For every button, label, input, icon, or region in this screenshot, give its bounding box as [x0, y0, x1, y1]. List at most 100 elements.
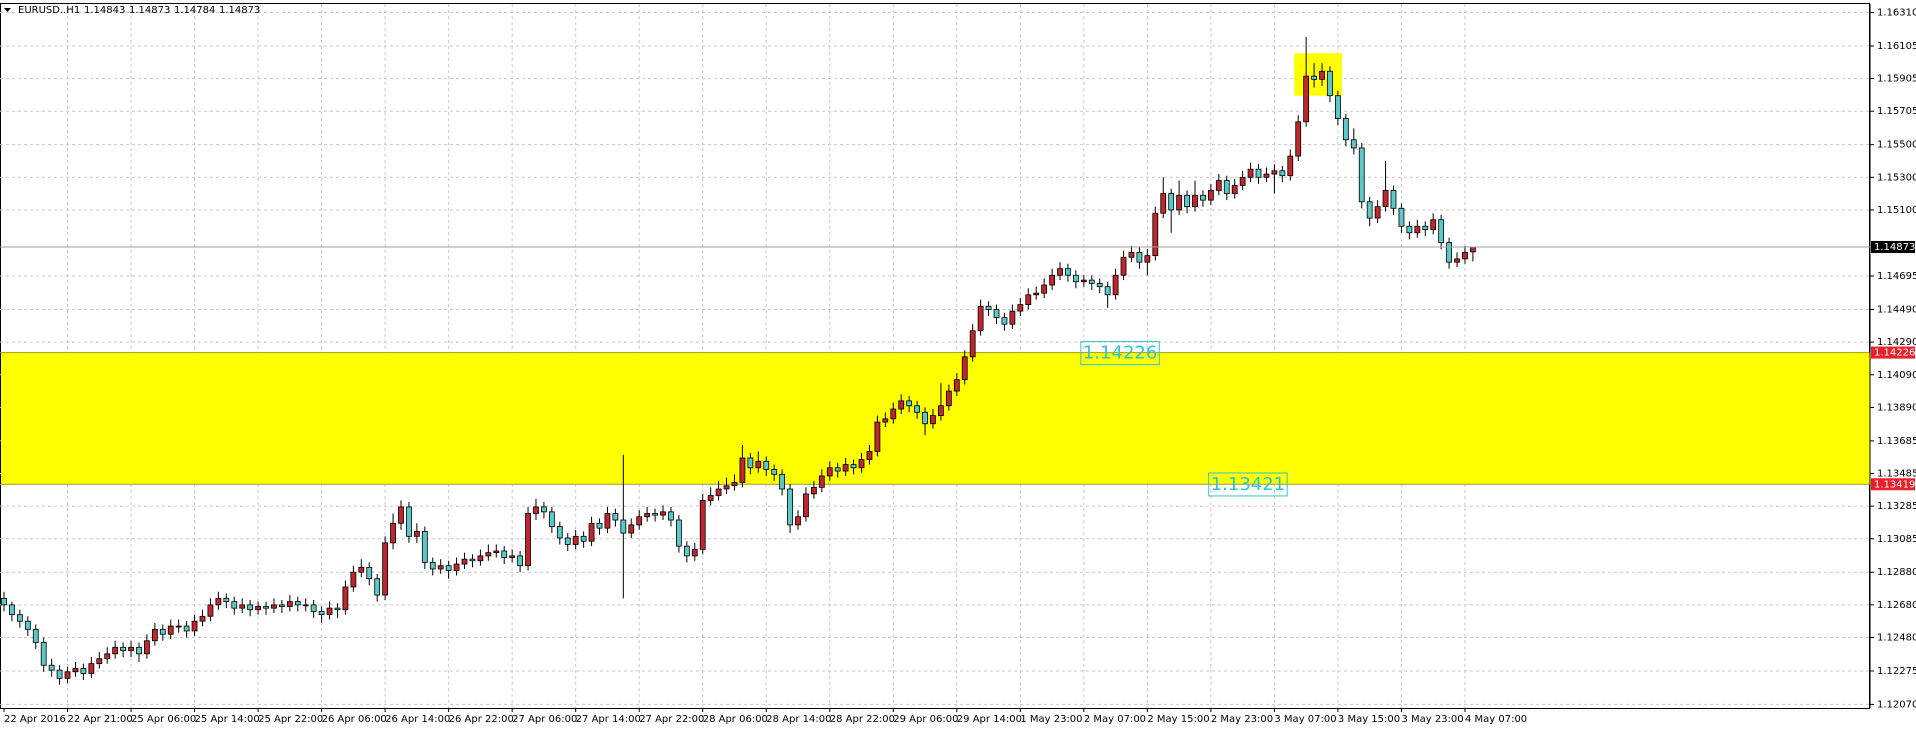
candle-body [1358, 147, 1365, 203]
candle-body [644, 513, 651, 518]
candle-body [874, 421, 881, 452]
candle-body [779, 473, 786, 490]
candle-body [1374, 206, 1381, 219]
y-tick-label: 1.12480 [1877, 633, 1916, 644]
candle-body [80, 668, 87, 674]
x-tick-label: 22 Apr 2016 [4, 714, 66, 725]
candle-body [628, 524, 635, 534]
candle-body [1223, 180, 1230, 195]
candle-body [1049, 274, 1055, 286]
candle-body [660, 511, 666, 516]
candle-body [556, 526, 563, 539]
x-tick-label: 25 Apr 14:00 [195, 714, 260, 725]
candle-body [175, 625, 182, 628]
candle-body [1311, 75, 1317, 80]
candle-body [977, 305, 984, 332]
candle-body [898, 400, 905, 410]
candle-body [1065, 268, 1071, 276]
candle-body [1438, 219, 1445, 243]
candle-body [1366, 201, 1373, 219]
candle-body [271, 604, 277, 609]
candle-body [509, 555, 516, 558]
candle-body [1001, 317, 1008, 325]
candle-body [1231, 185, 1238, 195]
y-tick-label: 1.13485 [1877, 468, 1916, 479]
zone-tag [1871, 478, 1915, 491]
candle-body [842, 464, 849, 472]
x-tick-label: 3 May 07:00 [1274, 714, 1336, 725]
y-tick-label: 1.14490 [1877, 304, 1916, 315]
candle-body [310, 604, 317, 612]
candle-body [938, 405, 944, 416]
candle-body [850, 464, 857, 469]
candle-body [715, 488, 722, 496]
y-tick-label: 1.14090 [1877, 370, 1916, 381]
x-tick-label: 2 May 23:00 [1211, 714, 1273, 725]
candle-body [1342, 118, 1349, 141]
candle-body [596, 522, 603, 529]
candle-body [374, 578, 381, 596]
candle-body [525, 513, 531, 567]
candle-body [858, 459, 865, 469]
x-tick-label: 28 Apr 22:00 [830, 714, 895, 725]
candle-body [453, 563, 460, 571]
x-tick-label: 4 May 07:00 [1465, 714, 1527, 725]
candle-body [969, 330, 976, 358]
candle-body [1112, 274, 1119, 296]
candle-body [477, 555, 484, 562]
candle-body [787, 488, 793, 526]
candle-body [239, 604, 246, 609]
candle-body [1350, 139, 1357, 149]
candle-body [1462, 251, 1468, 260]
candle-body [731, 482, 738, 487]
candle-body [636, 516, 643, 526]
candle-body [834, 467, 841, 472]
price-tag [1871, 240, 1915, 253]
candle-body [747, 457, 754, 469]
candle-body [914, 405, 920, 413]
header-low: 1.14784 [174, 5, 215, 16]
candle-body [1025, 294, 1032, 305]
candle-body [128, 646, 134, 651]
y-tick-label: 1.13285 [1877, 501, 1916, 512]
candle-body [1184, 194, 1190, 208]
candle-body [1271, 170, 1278, 175]
candle-body [890, 408, 897, 420]
candle-body [112, 646, 119, 655]
candle-body [191, 620, 198, 632]
y-tick-label: 1.12070 [1877, 699, 1916, 710]
candle-body [382, 542, 389, 596]
candle-body [199, 615, 206, 622]
candle-body [501, 550, 508, 558]
candle-body [1080, 279, 1087, 283]
y-tick-label: 1.15300 [1877, 172, 1916, 183]
candle-body [691, 548, 698, 557]
y-tick-label: 1.16310 [1877, 7, 1916, 18]
x-tick-label: 25 Apr 22:00 [258, 714, 323, 725]
candle-body [485, 552, 492, 557]
candle-body [32, 628, 39, 643]
candle-body [961, 356, 968, 381]
menu-icon[interactable] [4, 8, 11, 12]
candle-body [88, 663, 95, 674]
candle-body [286, 601, 293, 607]
symbol: EURUSD..H1 [18, 5, 80, 16]
candle-body [906, 400, 913, 407]
x-tick-label: 26 Apr 14:00 [385, 714, 450, 725]
candle-body [151, 628, 158, 642]
y-tick-label: 1.13085 [1877, 534, 1916, 545]
candle-body [803, 493, 809, 518]
candle-body [1263, 173, 1270, 178]
candle-body [1239, 176, 1246, 186]
header-open: 1.14843 [84, 5, 125, 16]
x-tick-label: 29 Apr 14:00 [957, 714, 1022, 725]
x-tick-label: 28 Apr 06:00 [703, 714, 768, 725]
y-tick-label: 1.12880 [1877, 567, 1916, 578]
candle-body [64, 671, 71, 679]
candle-body [1120, 256, 1127, 276]
candle-body [795, 516, 801, 526]
candle-body [564, 537, 571, 545]
candle-body [945, 390, 952, 407]
candle-body [1009, 310, 1016, 325]
candle-body [56, 669, 63, 679]
